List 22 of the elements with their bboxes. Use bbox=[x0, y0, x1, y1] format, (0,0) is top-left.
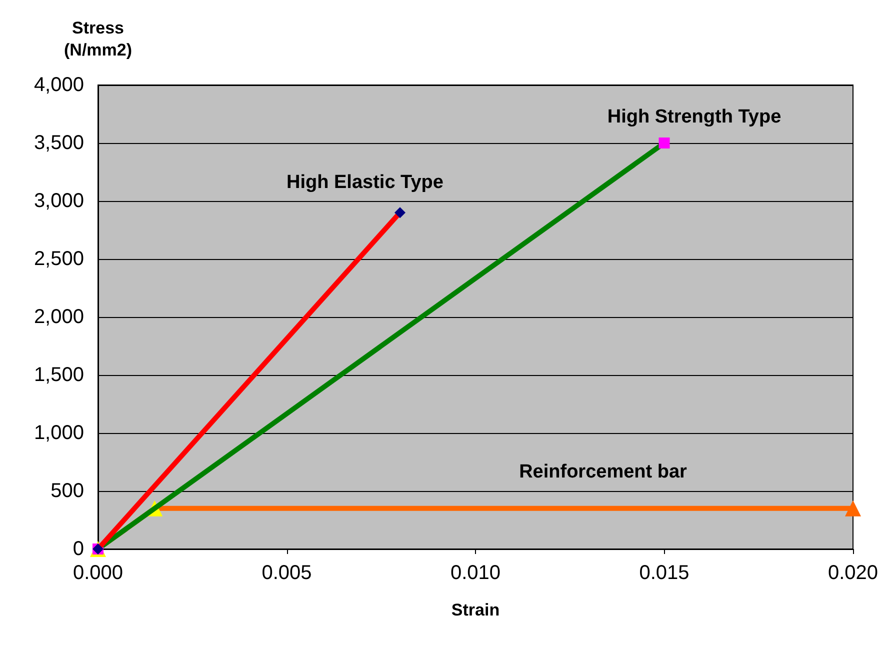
x-tick-label: 0.010 bbox=[450, 562, 501, 584]
point bbox=[394, 207, 406, 218]
y-tick-label: 4,000 bbox=[34, 74, 84, 96]
x-tick-label: 0.005 bbox=[262, 562, 312, 584]
point bbox=[845, 500, 861, 516]
x-tick-label: 0.000 bbox=[72, 562, 124, 584]
y-tick-label: 500 bbox=[50, 480, 84, 502]
y-tick-label: 1,000 bbox=[34, 422, 84, 444]
x-tick-label: 0.020 bbox=[828, 562, 878, 584]
series-label: High Strength Type bbox=[607, 106, 782, 128]
text: High Elastic Type bbox=[286, 172, 444, 194]
x-tick-label: 0.015 bbox=[639, 562, 690, 584]
y-tick-label: 1,500 bbox=[34, 364, 84, 386]
y-tick-label: 3,500 bbox=[34, 132, 84, 154]
series-label: Reinforcement bar bbox=[519, 461, 688, 482]
y-tick-label: 2,000 bbox=[34, 306, 84, 328]
y-tick-label: 0 bbox=[72, 538, 84, 560]
y-tick-label: 2,500 bbox=[34, 248, 84, 270]
point bbox=[658, 138, 670, 148]
y-tick-label: 3,000 bbox=[34, 190, 84, 212]
x-axis-title: Strain bbox=[451, 600, 500, 620]
y-axis-title: Stress (N/mm2) bbox=[64, 18, 132, 60]
